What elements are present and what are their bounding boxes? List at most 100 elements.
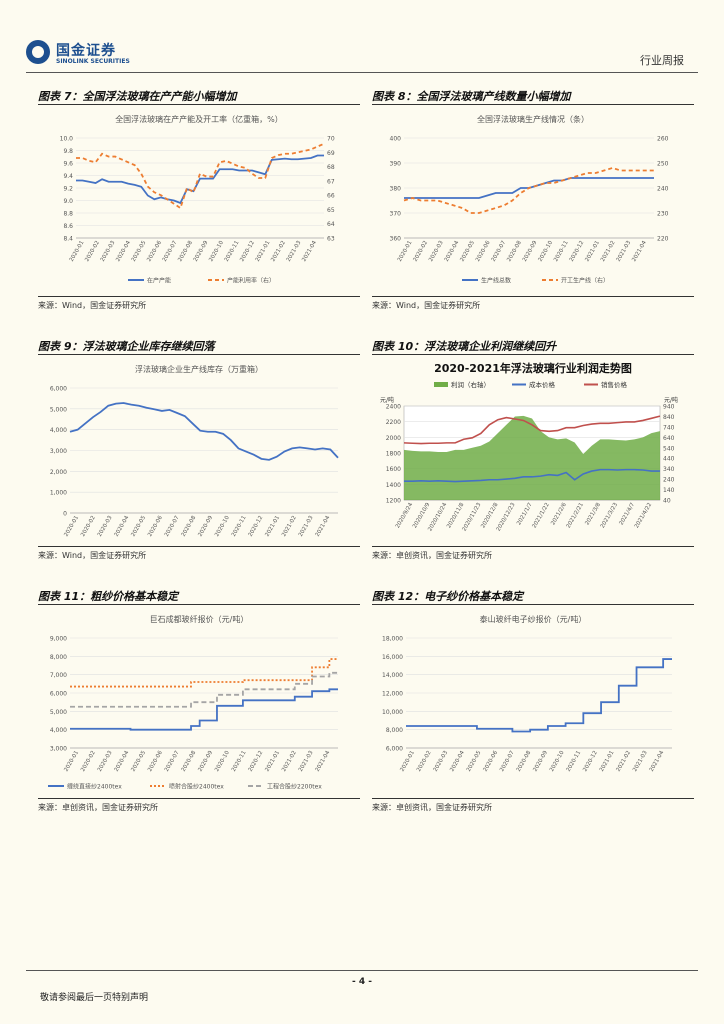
x-tick-label: 2020-02 [80,515,97,538]
legend-label: 在产产能 [147,277,171,285]
x-tick-label: 2021-03 [616,240,633,263]
x-tick-label: 2020-12 [248,750,265,773]
x-tick-label: 2020-07 [499,750,516,773]
series-line [70,671,338,708]
x-tick-label: 2020-02 [412,240,429,263]
y2-tick-label: 840 [663,414,675,421]
panel-7: 图表 7：全国浮法玻璃在产产能小幅增加 全国浮法玻璃在产产能及开工率（亿重箱，%… [38,88,360,318]
x-tick-label: 2020-03 [433,750,450,773]
x-tick-label: 2021-02 [600,240,617,263]
x-tick-label: 2021/1/7 [516,502,534,527]
y-tick-label: 9.6 [63,161,73,168]
x-tick-label: 2021-01 [584,240,601,263]
x-tick-label: 2020-04 [114,750,131,773]
x-tick-label: 2021-04 [315,515,332,538]
x-tick-label: 2020-01 [69,240,86,263]
x-tick-label: 2021-03 [632,750,649,773]
y2-tick-label: 250 [657,161,669,168]
y2-tick-label: 260 [657,136,669,143]
y-tick-label: 10,000 [382,709,403,716]
chart-c11: 巨石成都玻纤报价（元/吨） 9,000 8,000 7,000 6,000 5,000 4,… [48,614,338,791]
logo-text-en: SINOLINK SECURITIES [56,58,130,65]
y-tick-label: 7,000 [50,672,67,679]
x-tick-label: 2020-04 [115,240,132,263]
x-tick-label: 2020-08 [181,515,198,538]
x-tick-label: 2020-04 [449,750,466,773]
x-tick-label: 2020-07 [162,240,179,263]
x-tick-label: 2021-04 [649,750,666,773]
x-tick-label: 2020-05 [130,515,147,538]
x-tick-label: 2020-09 [193,240,210,263]
x-tick-label: 2020-09 [197,515,214,538]
y-tick-label: 5,000 [50,709,67,716]
legend-label: 生产线总数 [481,277,511,285]
series-line [76,154,324,205]
y2-tick-label: 70 [327,136,335,143]
y-tick-label: 2000 [386,435,401,442]
x-tick-label: 2020-12 [582,750,599,773]
y2-unit-label: 元/吨 [664,396,678,404]
panel-title: 图表 12：电子纱价格基本稳定 [372,590,524,603]
y-tick-label: 1400 [386,482,401,489]
x-tick-label: 2020-06 [147,515,164,538]
x-tick-label: 2020-02 [80,750,97,773]
y-tick-label: 1800 [386,451,401,458]
panel-8: 图表 8：全国浮法玻璃产线数量小幅增加 全国浮法玻璃生产线情况（条） 400 390… [372,88,694,318]
panel-source: 来源：卓创资讯，国金证券研究所 [372,803,492,812]
y2-tick-label: 65 [327,207,335,214]
x-tick-label: 2020-08 [516,750,533,773]
x-tick-label: 2020-01 [63,750,80,773]
y2-tick-label: 68 [327,164,335,171]
y-tick-label: 12,000 [382,691,403,698]
x-tick-label: 2020-07 [491,240,508,263]
y-unit-label: 元/吨 [380,396,394,404]
disclaimer-note: 敬请参阅最后一页特别声明 [40,993,149,1003]
x-tick-label: 2020-10 [208,240,225,263]
x-tick-label: 2020-03 [97,750,114,773]
y2-tick-label: 740 [663,424,675,431]
chart-c12: 泰山玻纤电子纱报价（元/吨） 18,000 16,000 14,000 12,000 10… [382,614,672,773]
legend-label: 利润（右轴） [451,380,490,389]
y2-tick-label: 240 [657,186,669,193]
panel-10: 图表 10：浮法玻璃企业利润继续回升 2020-2021年浮法玻璃行业利润走势图… [372,338,694,568]
chart-title: 巨石成都玻纤报价（元/吨） [150,614,249,624]
y-tick-label: 2,000 [50,469,67,476]
x-tick-label: 2021-04 [631,240,648,263]
y-tick-label: 2400 [386,404,401,411]
chart-c9: 浮法玻璃企业生产线库存（万重箱） 6,000 5,000 4,000 3,000 2,00… [50,364,339,538]
y-tick-label: 4,000 [50,427,67,434]
x-tick-label: 2020-09 [532,750,549,773]
y-tick-label: 8.4 [63,236,73,243]
legend-swatch [434,382,448,387]
y-tick-label: 0 [63,511,67,518]
y-tick-label: 6,000 [50,386,67,393]
x-tick-label: 2020-02 [84,240,101,263]
report-type: 行业周报 [640,54,684,67]
y2-tick-label: 340 [663,466,675,473]
y-tick-label: 380 [390,186,402,193]
series-area-profit [404,415,660,500]
legend-label: 开工生产线（右） [561,277,609,285]
x-tick-label: 2020-10 [549,750,566,773]
panel-title: 图表 11：粗纱价格基本稳定 [38,590,179,603]
x-tick-label: 2020-05 [131,240,148,263]
series-line [403,167,654,214]
panel-9: 图表 9：浮法玻璃企业库存继续回落 浮法玻璃企业生产线库存（万重箱） 6,000 5… [38,338,360,568]
page-number: - 4 - [352,977,372,987]
panel-source: 来源：卓创资讯，国金证券研究所 [372,551,492,560]
y-tick-label: 14,000 [382,672,403,679]
y-tick-label: 3,000 [50,746,67,753]
x-tick-label: 2021-02 [270,240,287,263]
legend-label: 缠绕直接纱2400tex [67,783,122,791]
logo-mark-icon [26,40,50,64]
x-tick-label: 2020-10 [537,240,554,263]
chart-title: 全国浮法玻璃生产线情况（条） [477,114,589,124]
legend-label: 成本价格 [529,380,556,389]
series-line [406,658,672,733]
x-tick-label: 2020-10 [214,515,231,538]
chart-c10: 2020-2021年浮法玻璃行业利润走势图 2400 2200 2000 1800 160… [380,361,678,532]
panel-title: 图表 8：全国浮法玻璃产线数量小幅增加 [372,90,571,103]
legend-label: 工程合股纱2200tex [267,783,322,791]
x-tick-label: 2020-03 [97,515,114,538]
y2-tick-label: 940 [663,404,675,411]
